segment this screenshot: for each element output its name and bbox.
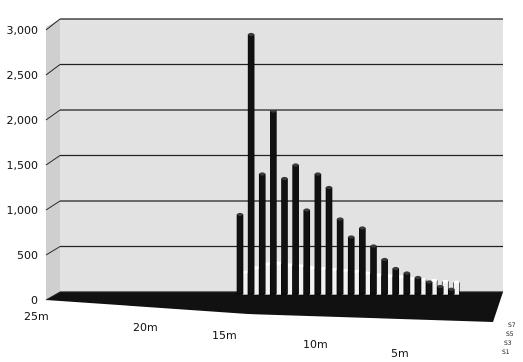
x-tick-label: 5m [391, 347, 409, 360]
bar-front-series-top [292, 163, 299, 167]
bar-front-series-top [448, 287, 455, 291]
bar-back-series-top [375, 273, 382, 277]
y-tick-label: 1,500 [7, 159, 39, 172]
bar-back-series-top [297, 264, 304, 268]
bar-front-series-top [359, 226, 366, 230]
y-tick-label: 1,000 [7, 204, 39, 217]
gridline [45, 200, 61, 211]
x-tick-label: 15m [212, 329, 237, 342]
gridline [45, 291, 61, 301]
bar-front-series-top [270, 109, 277, 113]
depth-tick-label: S5 [506, 331, 514, 338]
depth-axis-ticks: S1 S3 S5 S7 [502, 322, 516, 356]
y-tick-label: 2,000 [7, 114, 39, 127]
gridline [45, 64, 61, 76]
bar-front-series-top [437, 284, 444, 289]
bar-back-series-top [286, 263, 293, 267]
bar-back-series-top [331, 267, 337, 272]
bar-front-series [325, 187, 333, 295]
bar-front-series [359, 227, 366, 295]
bar-front-series [392, 268, 400, 295]
bar-group [236, 32, 460, 296]
y-tick-label: 3,000 [7, 24, 39, 37]
bar-back-series-top [442, 279, 449, 283]
bar-back-series-top [364, 271, 371, 275]
bar-back-series-top [319, 267, 326, 271]
bar-back-series-top [342, 268, 349, 273]
bar-back-series-top [453, 280, 460, 284]
bar-front-series [414, 277, 422, 295]
chart-floor [46, 292, 503, 322]
bar-front-series [336, 218, 344, 295]
bar-front-series-top [392, 266, 399, 271]
gridline [45, 109, 61, 121]
bar-front-series [425, 281, 433, 295]
bar-front-series [281, 178, 288, 295]
bar-front-series-top [303, 208, 310, 212]
bar-front-series-top [348, 235, 355, 239]
bar-front-series-top [314, 172, 321, 176]
y-tick-label: 500 [17, 249, 38, 262]
bar-front-series [247, 34, 255, 295]
bar-front-series [314, 173, 322, 295]
bar-front-series-top [403, 271, 410, 275]
x-axis-ticks: 25m 20m 15m 10m 5m [24, 310, 409, 360]
bar-back-series-top [431, 278, 438, 283]
bar-front-series-top [326, 185, 332, 190]
bar-back-series-top [264, 262, 271, 266]
depth-tick-label: S1 [502, 349, 510, 356]
x-tick-label: 25m [24, 310, 49, 323]
bar-front-series-top [426, 280, 433, 284]
bar-back-series-top [397, 275, 404, 279]
bar-back-series-top [420, 277, 426, 282]
bar-back-series-top [408, 277, 415, 281]
x-tick-label: 10m [303, 338, 328, 351]
bar-front-series [292, 164, 299, 295]
bar-front-series [381, 259, 388, 295]
bar-front-series-top [259, 172, 266, 176]
bar-front-series [258, 173, 266, 295]
bar-front-series [347, 236, 355, 295]
bar-front-series-top [337, 217, 344, 221]
bar-front-series-top [381, 257, 388, 262]
y-axis-ticks: 0 500 1,000 1,500 2,000 2,500 3,000 [7, 24, 39, 307]
bar-back-series-top [308, 266, 315, 270]
bar-front-series-top [248, 32, 255, 37]
bar-back-series-top [253, 266, 260, 270]
bar-front-series [370, 245, 377, 295]
gridline [45, 246, 61, 256]
gridline [45, 155, 61, 166]
bar-front-series [303, 209, 311, 295]
y-tick-label: 0 [31, 294, 38, 307]
bar-front-series [270, 110, 277, 295]
depth-tick-label: S3 [504, 340, 512, 347]
bar-front-series-top [370, 244, 377, 248]
depth-tick-label: S7 [508, 322, 516, 329]
bar-front-series-top [415, 275, 421, 280]
bar-back-series-top [242, 270, 248, 274]
bar-front-series [236, 214, 244, 295]
bar-front-series-top [237, 212, 243, 217]
x-tick-label: 20m [133, 321, 158, 334]
bar-front-series [403, 272, 411, 295]
bar-back-series-top [353, 269, 360, 273]
side-wall [46, 19, 60, 300]
bar-back-series-top [386, 274, 393, 278]
y-tick-label: 2,500 [7, 69, 39, 82]
bar-back-series-top [275, 261, 282, 265]
bar-front-series-top [281, 176, 288, 181]
gridline [45, 18, 61, 31]
